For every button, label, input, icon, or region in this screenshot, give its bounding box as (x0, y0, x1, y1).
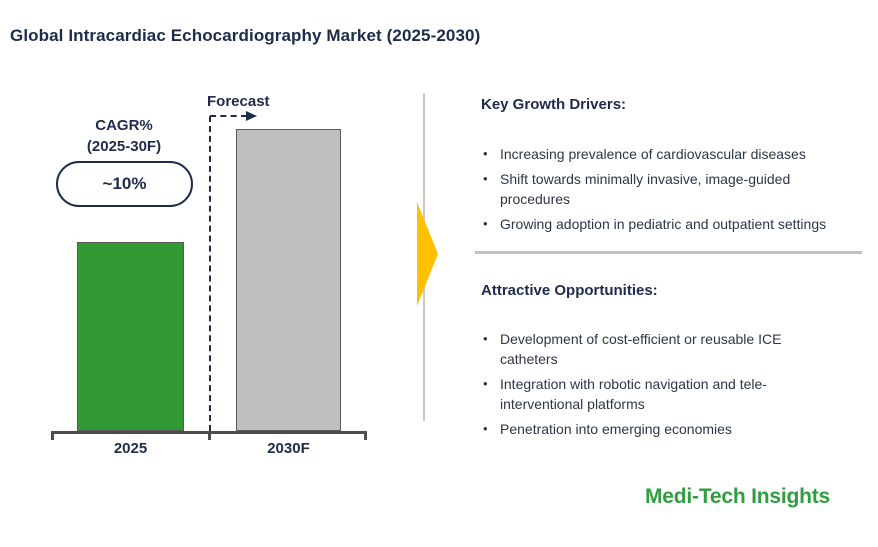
transition-arrow-icon (417, 202, 438, 306)
cagr-label-line1: CAGR% (95, 117, 153, 134)
bullet-item: Penetration into emerging economies (481, 419, 839, 439)
x-axis-tick (364, 431, 367, 440)
bullet-item: Growing adoption in pediatric and outpat… (481, 214, 839, 234)
x-axis-tick (208, 431, 211, 440)
bar-2025 (77, 242, 184, 431)
growth-drivers-heading: Key Growth Drivers: (481, 96, 627, 113)
x-axis-tick (51, 431, 54, 440)
forecast-arrow-icon (246, 111, 257, 121)
forecast-arrow-line (210, 115, 247, 117)
x-label-2025: 2025 (113, 440, 148, 457)
section-divider (475, 251, 862, 254)
page-title: Global Intracardiac Echocardiography Mar… (10, 26, 481, 45)
bullet-item: Shift towards minimally invasive, image-… (481, 169, 839, 209)
opportunities-list: Development of cost-efficient or reusabl… (481, 329, 839, 444)
bullet-item: Increasing prevalence of cardiovascular … (481, 144, 839, 164)
forecast-boundary-line (209, 116, 211, 431)
bar-2030f (236, 129, 341, 431)
growth-drivers-list: Increasing prevalence of cardiovascular … (481, 144, 839, 239)
opportunities-heading: Attractive Opportunities: (481, 282, 658, 299)
forecast-label: Forecast (207, 93, 270, 110)
cagr-label: CAGR% (2025-30F) (40, 115, 208, 157)
bullet-item: Development of cost-efficient or reusabl… (481, 329, 839, 369)
cagr-label-line2: (2025-30F) (86, 138, 162, 155)
x-label-2030f: 2030F (267, 440, 310, 457)
medi-tech-insights-logo: Medi-Tech Insights (645, 485, 831, 508)
cagr-value: ~10% (102, 174, 147, 193)
cagr-value-pill: ~10% (56, 161, 193, 207)
bullet-item: Integration with robotic navigation and … (481, 374, 839, 414)
